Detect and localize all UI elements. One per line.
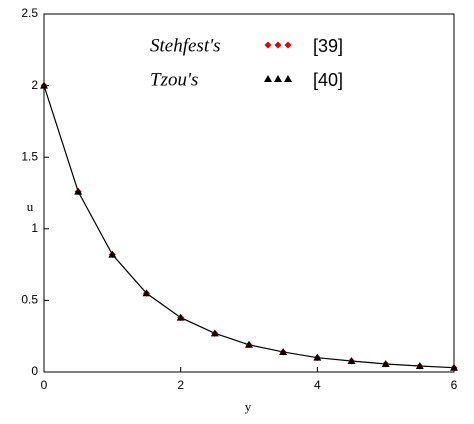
legend-marker — [274, 75, 282, 82]
y-tick-label: 1 — [31, 221, 38, 235]
y-tick-label: 0.5 — [21, 293, 38, 307]
x-tick-label: 6 — [451, 378, 458, 392]
data-point — [176, 313, 185, 321]
x-tick-label: 4 — [314, 378, 321, 392]
data-point — [108, 250, 117, 258]
data-point — [450, 363, 458, 371]
legend-ref: [40] — [313, 70, 343, 90]
plot-frame — [43, 13, 455, 373]
data-point — [40, 81, 48, 89]
data-point — [279, 347, 288, 355]
data-point — [210, 329, 219, 337]
y-tick-label: 1.5 — [21, 149, 38, 163]
legend-marker — [264, 75, 272, 82]
data-point — [74, 187, 83, 195]
data-point — [245, 340, 253, 348]
legend-marker — [274, 41, 282, 49]
data-point — [142, 289, 151, 297]
data-point — [415, 361, 424, 369]
legend-marker — [284, 41, 292, 49]
y-tick-label: 2.5 — [21, 6, 38, 20]
x-tick-label: 0 — [41, 378, 48, 392]
y-tick-label: 2 — [31, 78, 38, 92]
data-point — [313, 353, 322, 361]
legend-ref: [39] — [313, 36, 343, 56]
y-tick-label: 0 — [31, 364, 38, 378]
y-axis-label: u — [27, 199, 34, 214]
data-point — [381, 359, 390, 367]
legend-marker — [264, 41, 272, 49]
legend-label: Stehfest's — [150, 35, 221, 56]
x-axis-label: y — [245, 399, 252, 414]
curve — [43, 85, 455, 369]
data-point — [347, 356, 356, 364]
x-tick-label: 2 — [177, 378, 184, 392]
legend-marker — [284, 75, 292, 82]
legend-label: Tzou's — [150, 69, 198, 90]
